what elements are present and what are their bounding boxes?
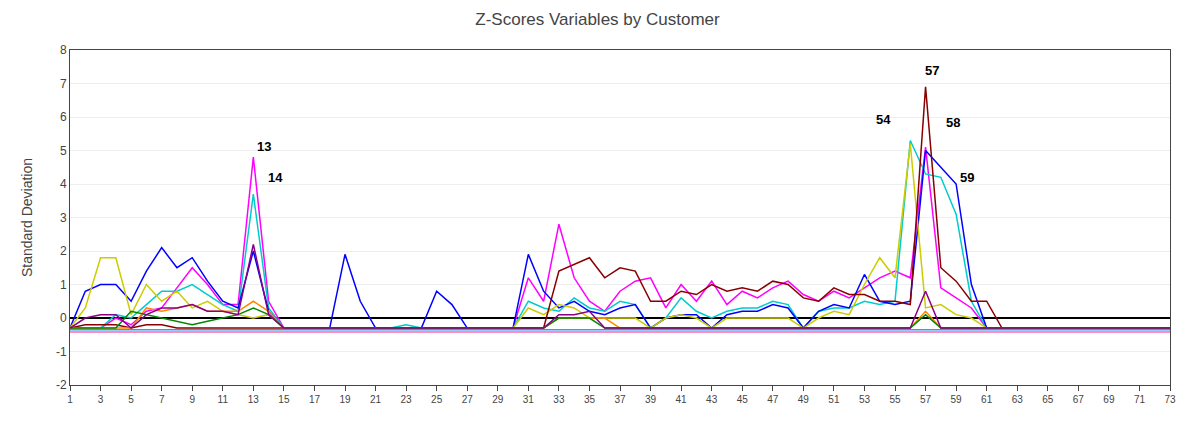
svg-text:55: 55	[889, 394, 901, 405]
svg-text:15: 15	[278, 394, 290, 405]
svg-text:37: 37	[614, 394, 626, 405]
svg-text:73: 73	[1164, 394, 1176, 405]
svg-text:-1: -1	[56, 345, 67, 359]
svg-text:33: 33	[553, 394, 565, 405]
svg-text:65: 65	[1042, 394, 1054, 405]
svg-text:4: 4	[60, 177, 67, 191]
svg-text:41: 41	[676, 394, 688, 405]
svg-text:49: 49	[798, 394, 810, 405]
svg-text:7: 7	[60, 77, 67, 91]
svg-text:2: 2	[60, 244, 67, 258]
svg-text:6: 6	[60, 110, 67, 124]
svg-text:39: 39	[645, 394, 657, 405]
svg-text:25: 25	[431, 394, 443, 405]
svg-text:57: 57	[920, 394, 932, 405]
svg-text:21: 21	[370, 394, 382, 405]
svg-text:67: 67	[1073, 394, 1085, 405]
svg-text:58: 58	[946, 115, 960, 130]
svg-text:Standard Deviation: Standard Deviation	[19, 158, 35, 277]
svg-text:5: 5	[60, 144, 67, 158]
svg-text:1: 1	[67, 394, 73, 405]
svg-text:9: 9	[189, 394, 195, 405]
svg-text:51: 51	[828, 394, 840, 405]
svg-text:5: 5	[128, 394, 134, 405]
svg-text:43: 43	[706, 394, 718, 405]
svg-text:13: 13	[257, 139, 271, 154]
svg-text:31: 31	[523, 394, 535, 405]
svg-text:0: 0	[60, 311, 67, 325]
svg-text:29: 29	[492, 394, 504, 405]
svg-text:27: 27	[462, 394, 474, 405]
svg-text:3: 3	[60, 211, 67, 225]
svg-text:3: 3	[98, 394, 104, 405]
svg-text:57: 57	[925, 63, 939, 78]
svg-text:13: 13	[248, 394, 260, 405]
svg-text:17: 17	[309, 394, 321, 405]
svg-text:23: 23	[401, 394, 413, 405]
svg-text:47: 47	[767, 394, 779, 405]
svg-text:11: 11	[218, 394, 229, 405]
svg-text:14: 14	[268, 170, 283, 185]
svg-text:45: 45	[737, 394, 749, 405]
svg-text:19: 19	[339, 394, 351, 405]
svg-text:69: 69	[1103, 394, 1115, 405]
svg-text:63: 63	[1012, 394, 1024, 405]
svg-text:54: 54	[876, 112, 891, 127]
svg-text:1: 1	[60, 278, 67, 292]
svg-text:35: 35	[584, 394, 596, 405]
svg-text:53: 53	[859, 394, 871, 405]
svg-text:59: 59	[960, 170, 974, 185]
svg-text:59: 59	[951, 394, 963, 405]
svg-text:71: 71	[1134, 394, 1146, 405]
svg-text:-2: -2	[56, 378, 67, 392]
svg-text:7: 7	[159, 394, 165, 405]
svg-text:8: 8	[60, 43, 67, 57]
svg-text:61: 61	[981, 394, 993, 405]
svg-text:Z-Scores Variables by Customer: Z-Scores Variables by Customer	[475, 10, 720, 29]
